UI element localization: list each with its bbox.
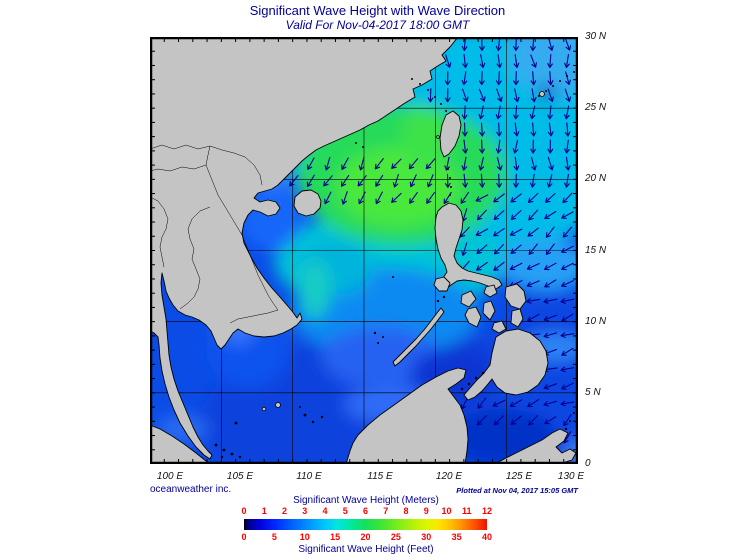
legend-tick-30: 30 (421, 532, 432, 542)
legend-feet-ticks: 0 5 10 15 20 25 30 35 40 (241, 532, 492, 543)
lat-label-15-n: 15 N (585, 244, 607, 256)
legend-tick-0: 0 (241, 532, 247, 542)
legend-tick-9: 9 (423, 506, 429, 516)
lat-label-5-n: 5 N (585, 386, 601, 398)
legend-tick-5: 5 (271, 532, 277, 542)
map-frame (150, 37, 578, 464)
credit-text: oceanweather inc. (150, 484, 232, 495)
lon-label-100-e: 100 E (156, 471, 184, 482)
legend-tick-12: 12 (481, 506, 493, 516)
land-masses (150, 37, 577, 464)
lon-label-125-e: 125 E (505, 471, 533, 482)
legend-feet-label: Significant Wave Height (Feet) (298, 544, 434, 555)
country-borders (150, 144, 279, 324)
legend-tick-40: 40 (481, 532, 493, 542)
legend-tick-0: 0 (241, 506, 247, 516)
legend-tick-25: 25 (390, 532, 401, 542)
legend-tick-10: 10 (441, 506, 452, 516)
legend-tick-5: 5 (342, 506, 348, 516)
legend-tick-15: 15 (330, 532, 341, 542)
legend-tick-6: 6 (362, 506, 369, 516)
lon-label-120-e: 120 E (435, 471, 463, 482)
legend-tick-3: 3 (302, 506, 308, 516)
wave-direction-arrows (289, 37, 575, 444)
lat-label-30-n: 30 N (585, 31, 607, 42)
plotted-timestamp: Plotted at Nov 04, 2017 15:05 GMT (456, 486, 578, 495)
small-islands (214, 71, 575, 459)
lon-label-105-e: 105 E (226, 471, 254, 482)
legend-tick-8: 8 (403, 506, 409, 516)
lon-label-115-e: 115 E (367, 471, 393, 482)
lat-label-20-n: 20 N (585, 173, 607, 185)
legend-meters-label: Significant Wave Height (Meters) (293, 495, 439, 506)
legend-meters-ticks: 0 1 2 3 4 5 6 7 8 9 10 11 12 (241, 506, 492, 517)
legend-colorbar (244, 519, 487, 530)
legend-tick-7: 7 (383, 506, 389, 516)
legend-tick-4: 4 (322, 506, 328, 516)
legend-tick-10: 10 (299, 532, 310, 542)
lon-label-130-e: 130 E (557, 471, 585, 482)
legend-tick-20: 20 (360, 532, 371, 542)
lon-label-110-e: 110 E (296, 471, 322, 482)
page-title: Significant Wave Height with Wave Direct… (249, 3, 506, 18)
lat-label-25-n: 25 N (585, 102, 607, 114)
valid-time-subtitle: Valid For Nov-04-2017 18:00 GMT (285, 18, 470, 32)
wave-height-map (150, 37, 578, 464)
lat-label-10-n: 10 N (585, 315, 607, 327)
lat-label-0: 0 (585, 458, 591, 469)
legend-tick-11: 11 (461, 506, 472, 516)
legend-tick-2: 2 (281, 506, 287, 516)
legend-tick-35: 35 (451, 532, 462, 542)
legend-tick-1: 1 (261, 506, 267, 516)
